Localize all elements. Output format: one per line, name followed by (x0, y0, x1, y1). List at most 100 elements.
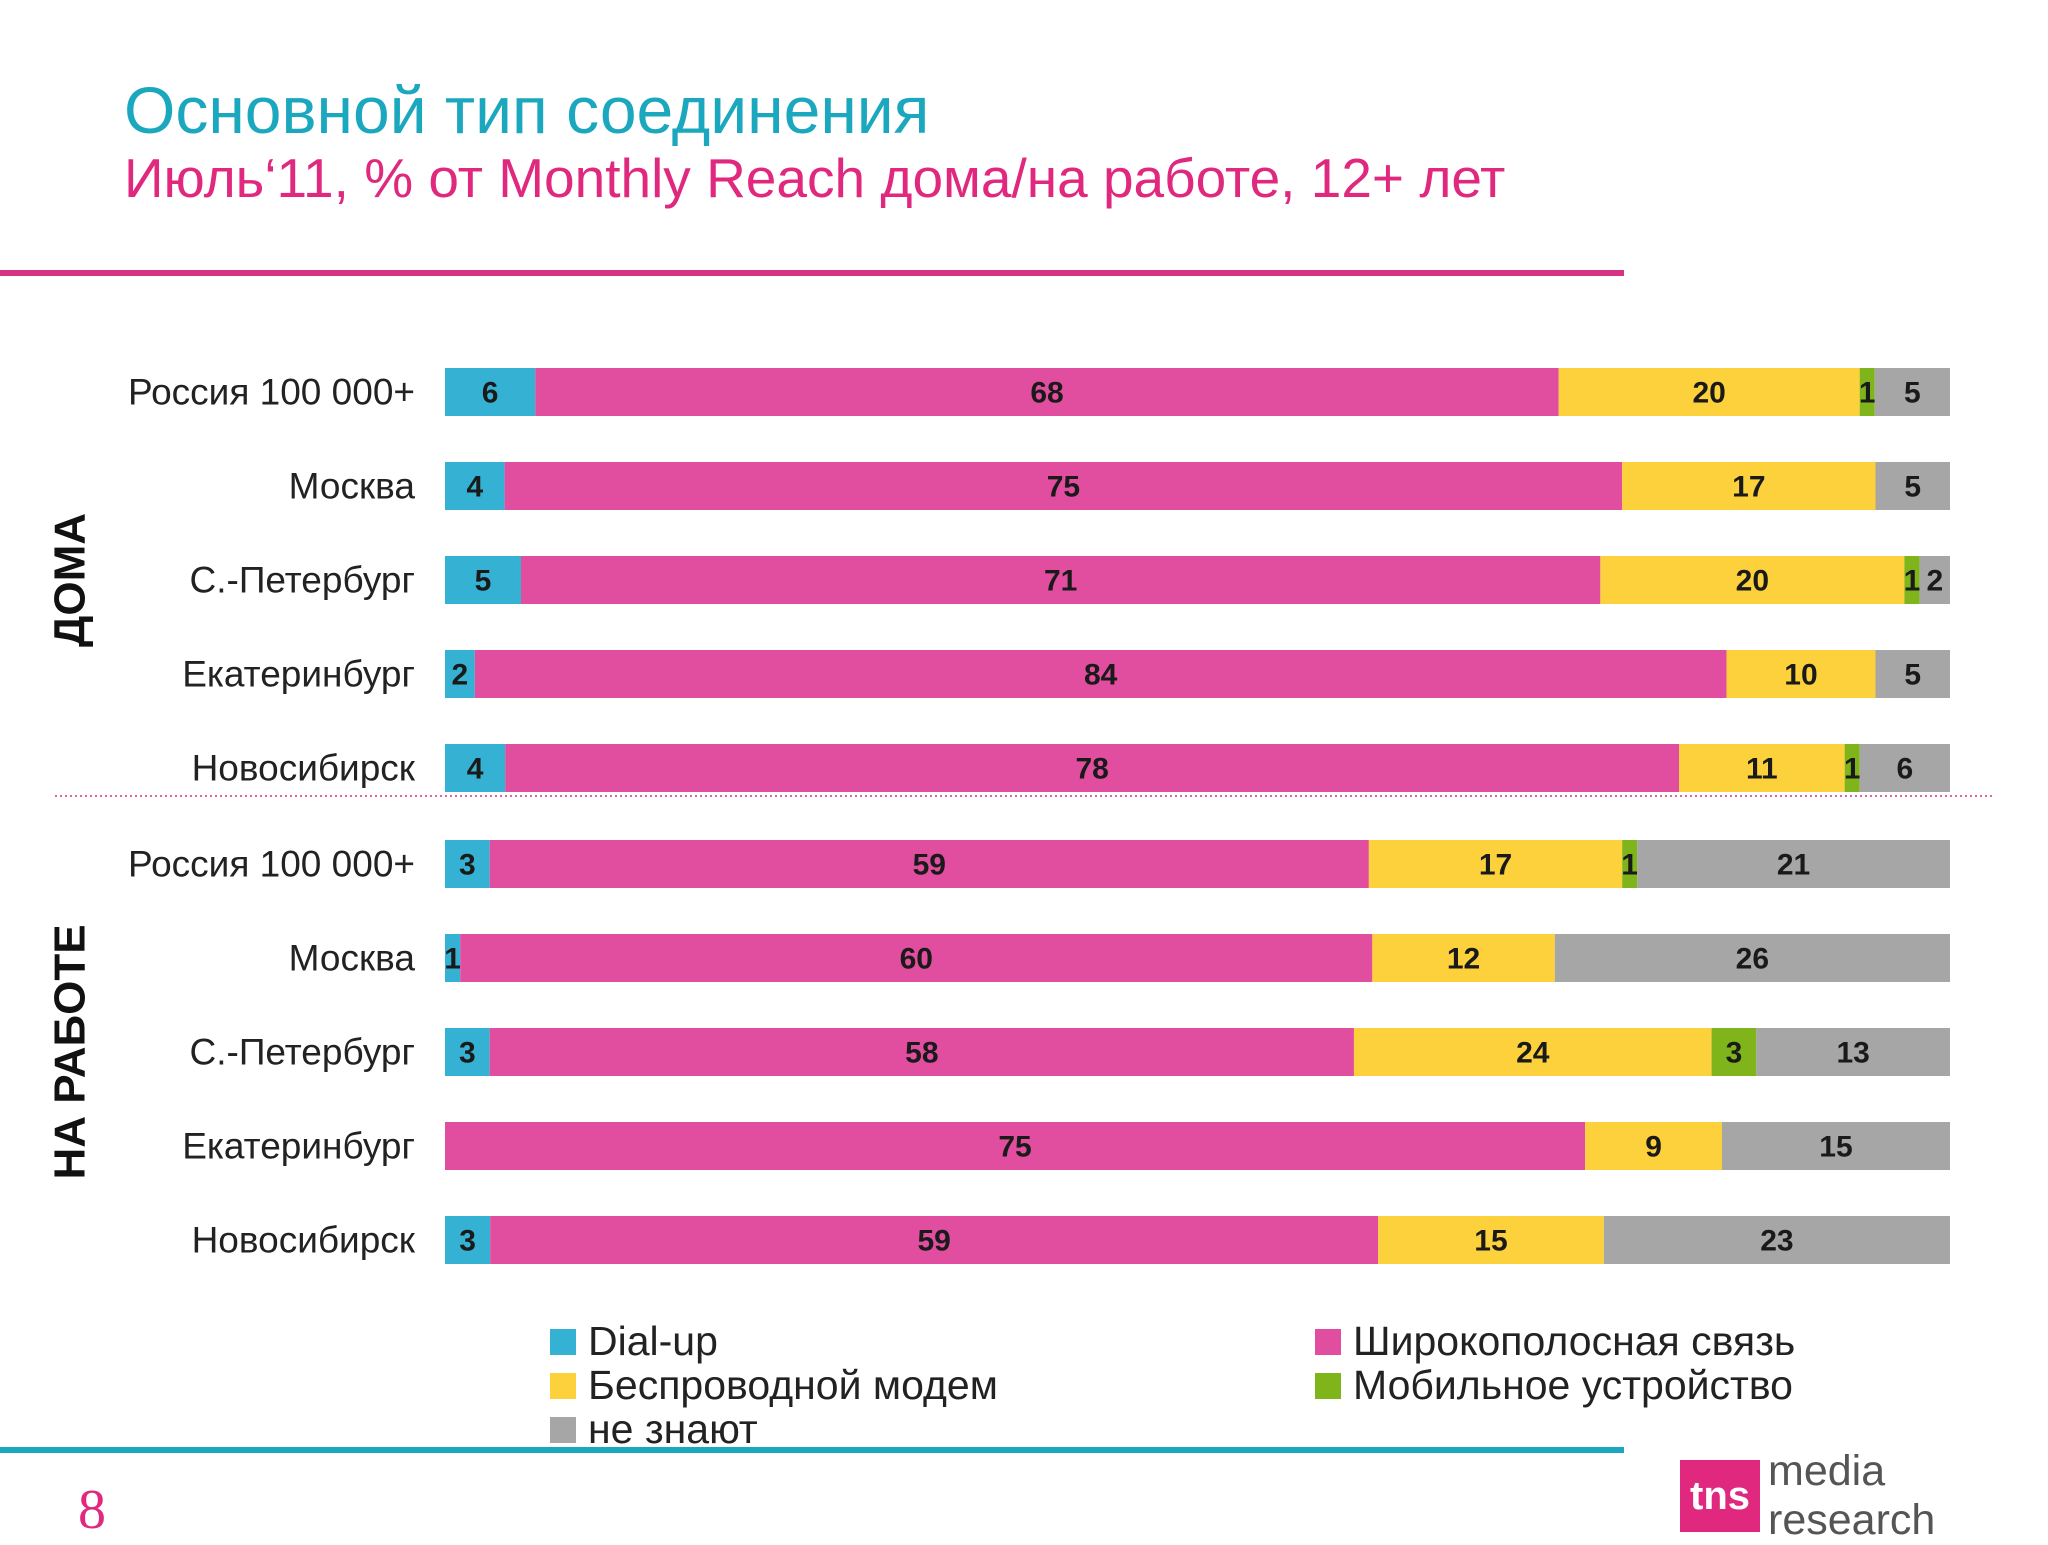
data-label: 84 (1084, 659, 1118, 692)
bar-segment (1756, 1028, 1950, 1076)
bar-segment (1378, 1216, 1604, 1264)
data-label: 2 (452, 659, 469, 692)
data-label: 59 (917, 1225, 950, 1258)
bar-segment (445, 1122, 1586, 1170)
data-label: 9 (1645, 1131, 1662, 1164)
data-label: 20 (1693, 377, 1726, 410)
bar-segment (445, 462, 505, 510)
bar-segment (1874, 368, 1950, 416)
data-label: 11 (1746, 753, 1778, 786)
bar-segment (1875, 650, 1950, 698)
bar-segment (445, 1216, 491, 1264)
bar-segment (1558, 368, 1860, 416)
data-label: 3 (459, 849, 476, 882)
data-label: 3 (1726, 1037, 1743, 1070)
bar-segment (474, 650, 1727, 698)
data-label: 13 (1836, 1037, 1869, 1070)
bar-segment (1904, 556, 1920, 604)
data-label: 1 (1621, 849, 1638, 882)
data-label: 2 (1926, 565, 1943, 598)
category-label: Россия 100 000+ (128, 844, 415, 885)
bar-segment (1622, 462, 1876, 510)
data-label: 24 (1516, 1037, 1550, 1070)
data-label: 75 (998, 1131, 1031, 1164)
bar-segment (1919, 556, 1950, 604)
category-label: С.-Петербург (190, 560, 416, 601)
data-label: 10 (1784, 659, 1817, 692)
group-label: ДОМА (46, 513, 95, 647)
bar-segment (489, 1028, 1354, 1076)
page-number: 8 (78, 1479, 106, 1541)
data-label: 59 (913, 849, 946, 882)
bar-segment (1603, 1216, 1950, 1264)
bar-segment (535, 368, 1559, 416)
data-label: 1 (1904, 565, 1921, 598)
data-label: 68 (1030, 377, 1063, 410)
category-label: С.-Петербург (190, 1032, 416, 1073)
data-label: 15 (1474, 1225, 1507, 1258)
data-label: 75 (1047, 471, 1080, 504)
bar-segment (445, 556, 522, 604)
bar-segment (1859, 744, 1950, 792)
bar-segment (1859, 368, 1875, 416)
brand-name: media research (1768, 1447, 1936, 1544)
chart-title: Основной тип соединения (124, 73, 930, 147)
bar-segment (1844, 744, 1860, 792)
bar-segment (1711, 1028, 1757, 1076)
bar-segment (1585, 1122, 1722, 1170)
bar-segment (1600, 556, 1905, 604)
bar-segment (445, 1028, 490, 1076)
data-label: 5 (1904, 471, 1921, 504)
brand-logo: tns media research (1680, 1447, 2048, 1544)
bar-segment (1372, 934, 1555, 982)
bar-segment (504, 462, 1623, 510)
category-label: Москва (289, 938, 416, 979)
data-label: 4 (467, 753, 484, 786)
bar-segment (1353, 1028, 1712, 1076)
bar-segment (445, 650, 475, 698)
data-label: 6 (1897, 753, 1914, 786)
bar-segment (521, 556, 1601, 604)
category-label: Россия 100 000+ (128, 372, 415, 413)
header-divider (0, 270, 1624, 276)
data-label: 1 (444, 943, 461, 976)
data-label: 17 (1732, 471, 1765, 504)
data-label: 5 (475, 565, 492, 598)
bar-segment (1726, 650, 1876, 698)
bar-segment (445, 934, 461, 982)
bar-segment (1622, 840, 1638, 888)
data-label: 21 (1777, 849, 1810, 882)
data-label: 5 (1904, 377, 1921, 410)
bar-segment (505, 744, 1680, 792)
bar-segment (445, 744, 506, 792)
bar-segment (1679, 744, 1845, 792)
bar-segment (1637, 840, 1950, 888)
data-label: 3 (459, 1037, 476, 1070)
category-label: Новосибирск (192, 748, 416, 789)
category-label: Екатеринбург (182, 1126, 415, 1167)
bar-segment (1875, 462, 1950, 510)
data-label: 6 (482, 377, 499, 410)
category-label: Екатеринбург (182, 654, 415, 695)
data-label: 20 (1736, 565, 1769, 598)
data-label: 26 (1736, 943, 1769, 976)
data-label: 1 (1859, 377, 1876, 410)
data-label: 58 (905, 1037, 938, 1070)
data-label: 15 (1819, 1131, 1852, 1164)
data-label: 71 (1044, 565, 1077, 598)
bar-segment (1368, 840, 1623, 888)
bar-segment (489, 840, 1369, 888)
data-label: 78 (1075, 753, 1108, 786)
chart-subtitle: Июль‘11, % от Monthly Reach дома/на рабо… (124, 147, 1506, 209)
bar-segment (460, 934, 1373, 982)
data-label: 17 (1479, 849, 1512, 882)
footer-divider (0, 1447, 1624, 1453)
data-label: 12 (1447, 943, 1480, 976)
data-label: 5 (1904, 659, 1921, 692)
data-label: 4 (466, 471, 483, 504)
category-label: Новосибирск (192, 1220, 416, 1261)
data-label: 1 (1844, 753, 1861, 786)
data-label: 23 (1760, 1225, 1793, 1258)
data-label: 3 (459, 1225, 476, 1258)
